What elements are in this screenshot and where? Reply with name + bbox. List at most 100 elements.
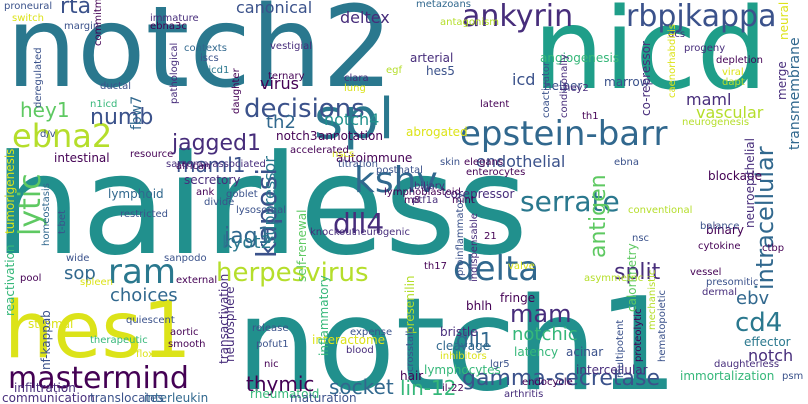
word-epstein-barr: epstein-barr (460, 114, 668, 154)
word-balance: balance (700, 221, 740, 232)
word-vessel: vessel (690, 267, 722, 278)
word-lysosomal: lysosomal (236, 205, 286, 216)
word-neurogenesis: neurogenesis (682, 117, 750, 128)
word-binary: binary (706, 223, 744, 237)
word-hey2: hey2 (564, 83, 589, 94)
word-effector: effector (744, 335, 791, 349)
word-tumorigenesis: tumorigenesis (3, 148, 17, 234)
word-interactome: interactome (312, 333, 386, 347)
word-socket: socket (329, 375, 394, 399)
word-choices: choices (110, 285, 178, 306)
word-annotation: annotation (318, 129, 383, 143)
word-restricted: restricted (120, 209, 168, 220)
word-progeny: progeny (684, 43, 726, 54)
word-ebna: ebna (614, 157, 639, 168)
word-skin: skin (440, 157, 461, 168)
word-decisions: decisions (244, 94, 365, 124)
word-titration: titration (338, 159, 379, 170)
word-blood: blood (346, 345, 374, 356)
word-mastermind: mastermind (8, 361, 189, 396)
word-dapt: dapt (722, 77, 745, 88)
word-knockout: knockout (310, 227, 356, 238)
word-thymic: thymic (246, 372, 315, 396)
word-lymphoblastoid: lymphoblastoid (384, 187, 461, 198)
word-nscs: nscs (332, 149, 355, 160)
word-mam: mam (510, 300, 572, 328)
word-m8: m8 (404, 195, 421, 206)
word-sanpodo: sanpodo (164, 253, 207, 264)
word-arterial: arterial (410, 51, 454, 65)
word-homeostasis: homeostasis (41, 183, 52, 246)
word-jagged1: jagged1 (172, 131, 262, 156)
word-hair: hair (400, 369, 424, 383)
word-accelerated: accelerated (290, 145, 349, 156)
word-viral: viral (722, 67, 744, 78)
word-psm: psm (782, 371, 804, 382)
word-ptf1a: ptf1a (412, 195, 439, 206)
word-switch: switch (12, 13, 44, 24)
word-d-v: d/v (40, 129, 56, 140)
word-ram: ram (108, 252, 176, 292)
word-hey1: hey1 (20, 98, 70, 122)
word-maml1: maml1 (176, 153, 246, 177)
word-inflammatory: inflammatory (317, 275, 331, 356)
word-goblet: goblet (226, 189, 258, 200)
word-il-22: il-22 (442, 383, 464, 394)
word-antigen: antigen (586, 174, 611, 258)
word-endocycle: endocycle (522, 377, 573, 388)
word-dll1: dll1 (456, 328, 493, 352)
word-intestinal: intestinal (54, 151, 110, 165)
word-aortic: aortic (170, 327, 199, 338)
word-lgr5: lgr5 (490, 359, 510, 370)
word-coactivator: coactivator (541, 61, 552, 118)
word-caenorhabditis: caenorhabditis (667, 23, 678, 98)
word-spleen: spleen (80, 277, 113, 288)
word-ebna3c: ebna3c (150, 21, 187, 32)
word-metazoans: metazoans (416, 0, 471, 10)
word-smooth: smooth (168, 339, 206, 350)
word-notch1: notch1 (236, 271, 679, 404)
word-postnatal: postnatal (376, 165, 423, 176)
word-canonical: canonical (236, 0, 313, 17)
word-herpesvirus: herpesvirus (216, 258, 369, 288)
word-interleukin: interleukin (144, 391, 209, 404)
word-ebna2: ebna2 (12, 117, 113, 155)
word-kshv: kshv (354, 160, 438, 201)
word-spl: spl (314, 87, 395, 152)
word-nicd: nicd (533, 0, 768, 115)
word-lin-12: lin-12 (400, 376, 457, 400)
word-rbpjkappa: rbpjkappa (626, 0, 777, 34)
word-resource: resource (130, 149, 174, 160)
word-corepressor: corepressor (444, 187, 515, 201)
word-cleavage: cleavage (436, 339, 491, 353)
word-proneural: proneural (4, 1, 53, 12)
word-hes5: hes5 (426, 64, 455, 78)
word-notchic: notchic (512, 324, 578, 345)
word-merge: merge (775, 61, 789, 100)
word-rheumatoid: rheumatoid (250, 387, 320, 401)
word-numb: numb (90, 105, 154, 130)
word-blockade: blockade (708, 169, 762, 183)
word-proteolytic: proteolytic (633, 308, 644, 362)
word-inhibitors: inhibitors (440, 351, 487, 362)
word-nf-kappab: nf-kappab (39, 310, 53, 370)
word-th1: th1 (582, 111, 599, 122)
word-kyot2: kyot2 (222, 232, 272, 253)
word-expense: expense (350, 327, 393, 338)
word-quiescent: quiescent (126, 315, 175, 326)
word-ebv: ebv (736, 288, 770, 309)
word-notch3: notch3 (276, 129, 318, 143)
word-ternary: ternary (268, 71, 305, 82)
word-th2: th2 (266, 112, 296, 133)
word-secretory: secretory (184, 173, 241, 187)
word-cytokine: cytokine (698, 241, 741, 252)
word-fringe: fringe (500, 291, 536, 305)
word-transmembrane: transmembrane (787, 37, 803, 150)
word-therapeutic: therapeutic (90, 335, 148, 346)
word-daughter: daughter (231, 68, 242, 114)
word-hematopoietic: hematopoietic (657, 290, 668, 362)
word-mechanistic: mechanistic (647, 269, 658, 330)
word-endothelial: endothelial (476, 152, 566, 171)
word-sop: sop (64, 263, 96, 284)
word-notch: notch (748, 346, 794, 365)
